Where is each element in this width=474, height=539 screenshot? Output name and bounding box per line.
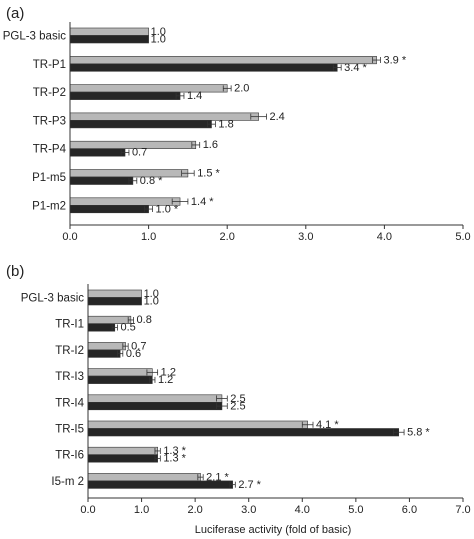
panel-b-bar-series-2 [87, 428, 400, 437]
panel-b-data-label: 1.3 * [163, 445, 186, 457]
panel-a-category-label: TR-P4 [33, 144, 67, 156]
panel-a-data-label: 2.4 [270, 111, 285, 123]
panel-b-data-label: 1.0 [144, 288, 159, 300]
panel-b-data-label: 1.0 [144, 296, 159, 308]
panel-b-bar-series-2 [87, 375, 153, 384]
panel-a-data-label: 1.0 [151, 26, 166, 38]
panel-a-bar-series-2 [69, 205, 149, 214]
panel-a-category-label: P1-m2 [32, 200, 66, 212]
panel-b-bar-series-2 [87, 454, 158, 463]
panel-b-category-label: TR-I4 [55, 397, 84, 409]
panel-b-category-label: TR-I3 [55, 371, 84, 383]
panel-a-bar-series-2 [69, 63, 338, 72]
panel-a-bar-series-1 [69, 84, 228, 93]
panel-b-data-label: 2.1 * [206, 471, 229, 483]
panel-b-data-label: 0.7 [131, 340, 146, 352]
panel-a-x-tick-label: 5.0 [455, 231, 470, 243]
panel-b-category-label: TR-I1 [55, 319, 84, 331]
panel-b-bar-series-2 [87, 480, 233, 489]
panel-a-data-label: 0.7 [132, 147, 147, 159]
panel-a-data-label: 0.8 * [140, 175, 163, 187]
panel-b-category-label: TR-I6 [55, 450, 84, 462]
panel-b-bar-series-2 [87, 297, 142, 306]
panel-b-x-tick-label: 2.0 [187, 504, 202, 516]
panel-b-bar-series-1 [87, 342, 126, 351]
panel-b-data-label: 2.7 * [238, 479, 261, 491]
panel-a-category-label: TR-P3 [33, 115, 66, 127]
panel-b-bar-series-1 [87, 473, 201, 482]
panel-b: (b) PGL-3 basic 1.01.0TR-I1 0.80.5TR-I2 0.7… [6, 263, 471, 516]
panel-b-data-label: 4.1 * [316, 419, 339, 431]
panel-a-label: (a) [6, 5, 24, 22]
panel-a-x-tick-label: 4.0 [377, 231, 392, 243]
panel-b-bar-series-1 [87, 394, 223, 403]
panel-a-bar-series-1 [69, 55, 377, 65]
x-axis-title: Luciferase activity (fold of basic) [195, 524, 352, 536]
panel-a-data-label: 1.6 [203, 139, 218, 151]
panel-a-bar-series-2 [69, 35, 149, 44]
panel-b-bar-series-2 [87, 401, 223, 411]
panel-b-bar-series-2 [87, 323, 116, 332]
panel-a-data-label: 3.9 * [383, 54, 406, 66]
panel-b-data-label: 0.6 [126, 348, 141, 360]
panel-b-data-label: 0.5 [120, 322, 135, 334]
panel-a-data-label: 2.0 [234, 83, 249, 95]
panel-b-bar-series-1 [87, 368, 153, 377]
panel-b-bar-series-2 [87, 349, 121, 358]
panel-b-bar-series-1 [87, 289, 142, 298]
panel-a-bar-series-1 [69, 169, 189, 178]
panel-b-data-label: 1.2 [158, 374, 173, 386]
panel-a-x-tick-label: 1.0 [141, 231, 156, 243]
panel-a-bar-series-2 [69, 91, 181, 100]
panel-a-data-label: 1.4 [187, 90, 202, 102]
panel-b-data-label: 5.8 * [407, 427, 430, 439]
panel-a-category-label: PGL-3 basic [3, 31, 67, 43]
panel-a-data-label: 1.5 * [197, 168, 220, 180]
panel-b-x-tick-label: 7.0 [455, 504, 470, 516]
panel-a: (a) PGL-3 basic 1.01.0TR-P1 3.9 *3.4 *TR-P… [3, 5, 471, 243]
panel-b-bar-series-1 [87, 446, 158, 456]
panel-a-bar-series-2 [69, 176, 134, 185]
panel-a-bar-series-2 [69, 148, 126, 157]
panel-b-category-label: PGL-3 basic [21, 293, 85, 305]
panel-b-bar-series-1 [87, 420, 308, 429]
panel-a-x-tick-label: 0.0 [62, 231, 77, 243]
panel-b-data-label: 2.5 [230, 393, 245, 405]
panel-a-data-label: 1.8 [218, 118, 233, 130]
panel-b-data-label: 1.3 * [163, 453, 186, 465]
panel-a-data-label: 1.4 * [191, 196, 214, 208]
panel-b-data-label: 1.2 [161, 367, 176, 379]
panel-b-x-tick-label: 3.0 [241, 504, 256, 516]
panel-a-x-tick-label: 3.0 [298, 231, 313, 243]
panel-b-x-tick-label: 0.0 [80, 504, 95, 516]
panel-b-x-tick-label: 6.0 [402, 504, 417, 516]
panel-b-category-label: TR-I5 [55, 424, 84, 436]
panel-b-category-label: TR-I2 [55, 345, 84, 357]
panel-a-data-label: 3.4 * [344, 62, 367, 74]
panel-a-category-label: TR-P2 [33, 87, 66, 99]
panel-b-x-tick-label: 4.0 [295, 504, 310, 516]
panel-a-bar-series-1 [69, 27, 149, 36]
panel-a-bar-series-2 [69, 120, 212, 129]
panel-b-data-label: 2.5 [230, 400, 245, 412]
panel-b-category-label: I5-m 2 [51, 476, 84, 488]
panel-a-data-label: 1.0 * [156, 203, 179, 215]
panel-a-category-label: P1-m5 [32, 172, 66, 184]
panel-a-data-label: 1.0 [151, 34, 166, 46]
panel-b-x-tick-label: 1.0 [134, 504, 149, 516]
panel-b-label: (b) [6, 263, 24, 280]
panel-a-x-tick-label: 2.0 [220, 231, 235, 243]
panel-b-x-tick-label: 5.0 [348, 504, 363, 516]
panel-b-data-label: 0.8 [137, 314, 152, 326]
panel-a-category-label: TR-P1 [33, 59, 66, 71]
